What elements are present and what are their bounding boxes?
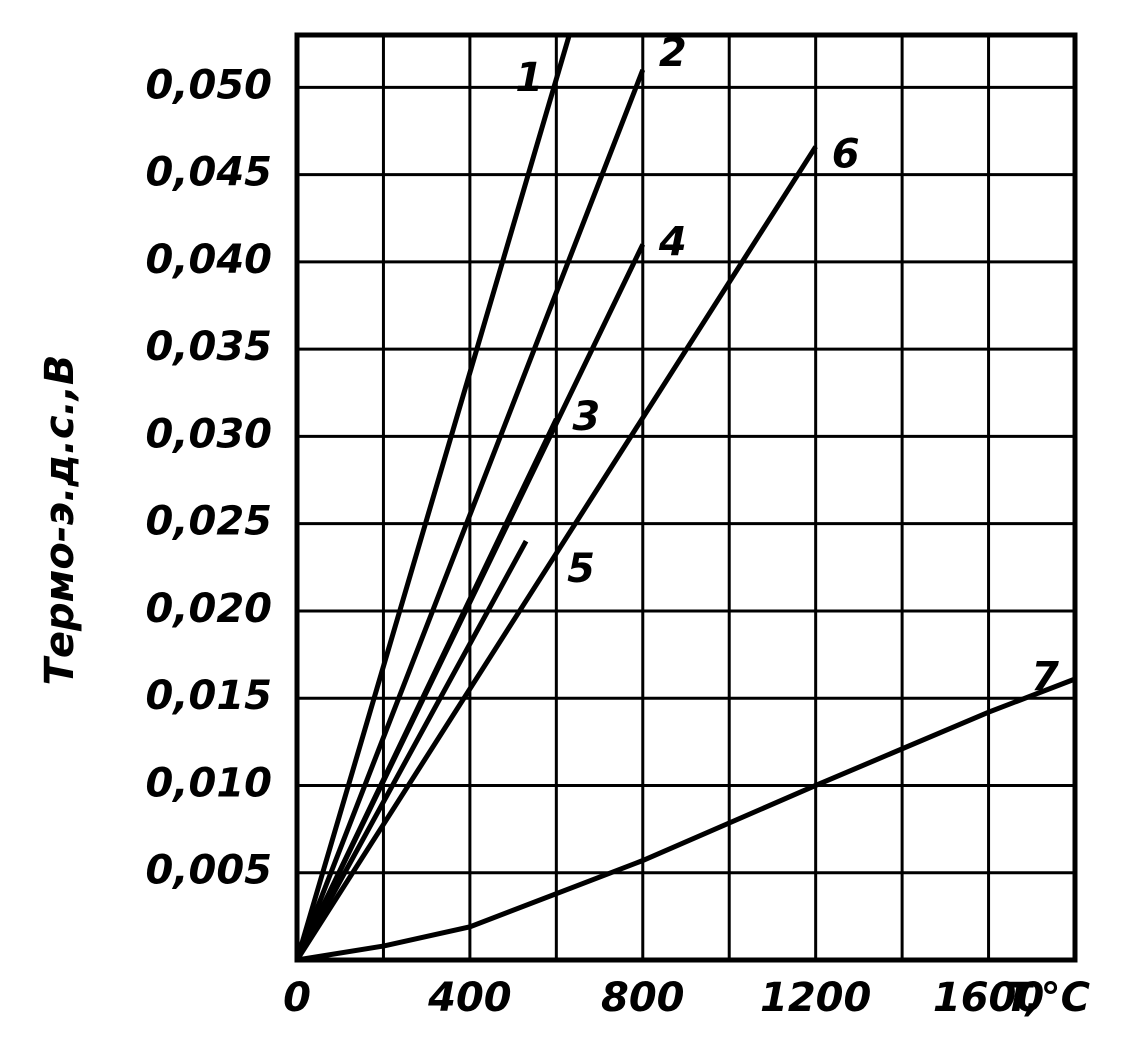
y-tick-label: 0,005 [145, 848, 272, 894]
y-tick-label: 0,010 [145, 760, 272, 806]
y-tick-label: 0,045 [145, 150, 272, 196]
y-tick-label: 0,020 [145, 586, 272, 632]
y-tick-label: 0,030 [145, 411, 272, 457]
series-line [296, 676, 1076, 963]
series-line [294, 69, 646, 961]
y-tick-label: 0,050 [145, 62, 272, 108]
x-axis-label: T,°C [1005, 975, 1090, 1021]
y-tick-label: 0,040 [145, 237, 272, 283]
y-tick-label: 0,025 [145, 499, 272, 545]
y-tick-label: 0,035 [145, 324, 272, 370]
series-line [294, 145, 818, 962]
series-line [294, 539, 529, 962]
series-label: 7 [1031, 654, 1059, 700]
x-tick-label: 1200 [760, 975, 871, 1021]
y-axis-label: Термо-э.д.с.,В [37, 355, 83, 686]
series-label: 6 [832, 132, 860, 178]
series-line [294, 243, 646, 962]
y-tick-label: 0,015 [145, 673, 272, 719]
series-label: 2 [659, 30, 687, 76]
series-label: 5 [567, 546, 595, 592]
series-label: 4 [658, 219, 687, 265]
series-line [294, 34, 572, 961]
x-tick-label: 400 [427, 975, 512, 1021]
series-label: 1 [515, 55, 543, 101]
series-label: 3 [572, 394, 600, 440]
x-tick-label: 800 [601, 975, 685, 1021]
x-tick-label: 1600 [933, 975, 1044, 1021]
x-tick-label: 0 [283, 975, 311, 1021]
